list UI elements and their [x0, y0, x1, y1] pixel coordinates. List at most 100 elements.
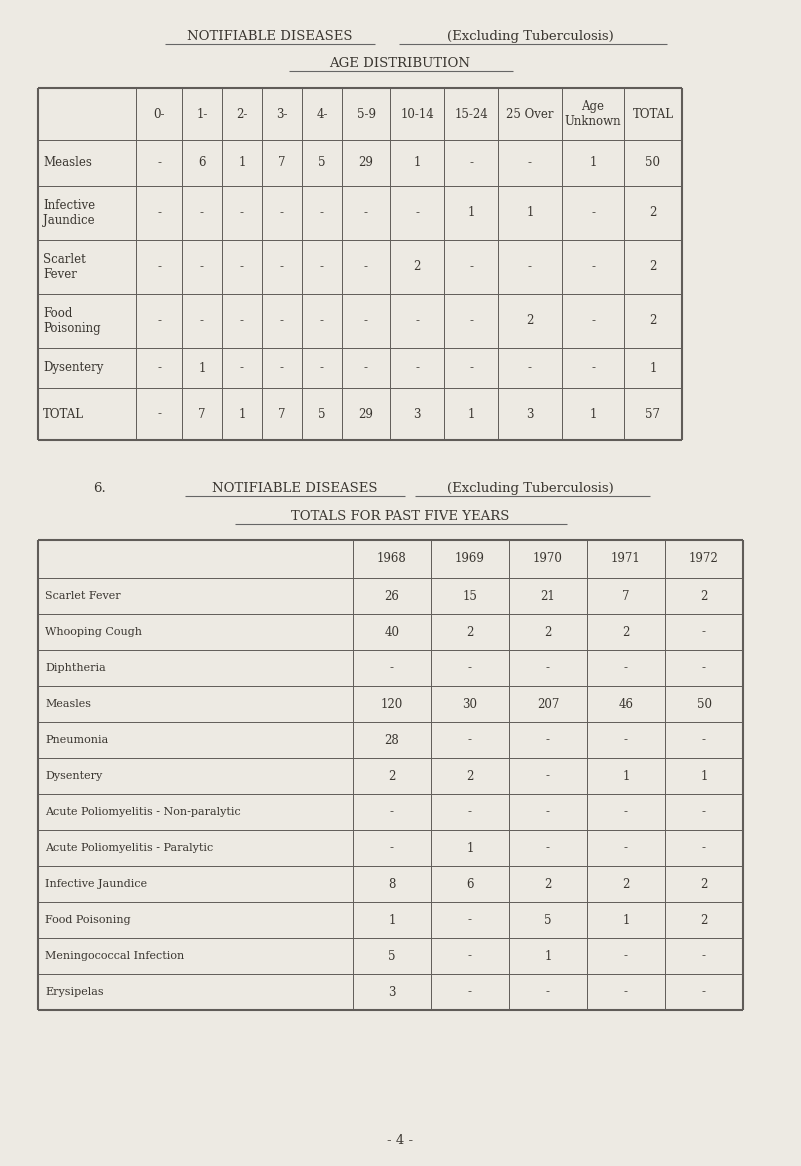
Text: 46: 46 — [618, 697, 634, 710]
Text: Acute Poliomyelitis - Paralytic: Acute Poliomyelitis - Paralytic — [45, 843, 213, 854]
Text: -: - — [624, 985, 628, 998]
Text: -: - — [157, 156, 161, 169]
Text: -: - — [157, 260, 161, 274]
Text: -: - — [591, 260, 595, 274]
Text: 2: 2 — [413, 260, 421, 274]
Text: -: - — [157, 315, 161, 328]
Text: -: - — [546, 842, 550, 855]
Text: -: - — [364, 260, 368, 274]
Text: 1: 1 — [526, 206, 533, 219]
Text: 10-14: 10-14 — [400, 107, 434, 120]
Text: -: - — [702, 733, 706, 746]
Text: 28: 28 — [384, 733, 400, 746]
Text: 2: 2 — [526, 315, 533, 328]
Text: TOTAL: TOTAL — [633, 107, 674, 120]
Text: 1: 1 — [466, 842, 473, 855]
Text: 2-: 2- — [236, 107, 248, 120]
Text: -: - — [702, 842, 706, 855]
Text: -: - — [468, 806, 472, 819]
Text: 2: 2 — [700, 590, 708, 603]
Text: -: - — [624, 733, 628, 746]
Text: 7: 7 — [278, 156, 286, 169]
Text: Meningococcal Infection: Meningococcal Infection — [45, 951, 184, 961]
Text: 2: 2 — [545, 625, 552, 639]
Text: -: - — [320, 206, 324, 219]
Text: - 4 -: - 4 - — [387, 1133, 413, 1146]
Text: 1: 1 — [199, 361, 206, 374]
Text: -: - — [390, 806, 394, 819]
Text: Measles: Measles — [43, 156, 92, 169]
Text: -: - — [280, 206, 284, 219]
Text: 1: 1 — [239, 407, 246, 421]
Text: -: - — [468, 661, 472, 674]
Text: -: - — [320, 361, 324, 374]
Text: 1: 1 — [590, 407, 597, 421]
Text: -: - — [468, 913, 472, 927]
Text: 1: 1 — [467, 206, 475, 219]
Text: -: - — [200, 206, 204, 219]
Text: 1: 1 — [590, 156, 597, 169]
Text: 2: 2 — [700, 878, 708, 891]
Text: 2: 2 — [650, 315, 657, 328]
Text: 2: 2 — [466, 625, 473, 639]
Text: -: - — [200, 260, 204, 274]
Text: -: - — [528, 260, 532, 274]
Text: 207: 207 — [537, 697, 559, 710]
Text: Diphtheria: Diphtheria — [45, 663, 106, 673]
Text: 1-: 1- — [196, 107, 207, 120]
Text: 2: 2 — [388, 770, 396, 782]
Text: -: - — [390, 661, 394, 674]
Text: 3: 3 — [413, 407, 421, 421]
Text: (Excluding Tuberculosis): (Excluding Tuberculosis) — [447, 30, 614, 43]
Text: 26: 26 — [384, 590, 400, 603]
Text: -: - — [468, 985, 472, 998]
Text: 3: 3 — [388, 985, 396, 998]
Text: 1: 1 — [388, 913, 396, 927]
Text: 15: 15 — [462, 590, 477, 603]
Text: 7: 7 — [199, 407, 206, 421]
Text: 6: 6 — [199, 156, 206, 169]
Text: 2: 2 — [650, 260, 657, 274]
Text: 7: 7 — [278, 407, 286, 421]
Text: Pneumonia: Pneumonia — [45, 735, 108, 745]
Text: -: - — [546, 661, 550, 674]
Text: -: - — [546, 985, 550, 998]
Text: 5: 5 — [388, 949, 396, 962]
Text: -: - — [240, 260, 244, 274]
Text: 2: 2 — [700, 913, 708, 927]
Text: TOTAL: TOTAL — [43, 407, 84, 421]
Text: -: - — [157, 206, 161, 219]
Text: -: - — [468, 949, 472, 962]
Text: -: - — [591, 206, 595, 219]
Text: -: - — [415, 361, 419, 374]
Text: TOTALS FOR PAST FIVE YEARS: TOTALS FOR PAST FIVE YEARS — [291, 510, 509, 524]
Text: 50: 50 — [646, 156, 661, 169]
Text: 57: 57 — [646, 407, 661, 421]
Text: 120: 120 — [380, 697, 403, 710]
Text: 29: 29 — [359, 407, 373, 421]
Text: -: - — [702, 625, 706, 639]
Text: 1971: 1971 — [611, 553, 641, 566]
Text: Dysentery: Dysentery — [45, 771, 103, 781]
Text: 5: 5 — [318, 407, 326, 421]
Text: -: - — [528, 361, 532, 374]
Text: -: - — [546, 806, 550, 819]
Text: -: - — [157, 361, 161, 374]
Text: Infective Jaundice: Infective Jaundice — [45, 879, 147, 888]
Text: -: - — [469, 361, 473, 374]
Text: -: - — [591, 315, 595, 328]
Text: Food
Poisoning: Food Poisoning — [43, 307, 101, 335]
Text: 1: 1 — [413, 156, 421, 169]
Text: 7: 7 — [622, 590, 630, 603]
Text: 1972: 1972 — [689, 553, 718, 566]
Text: 5-9: 5-9 — [356, 107, 376, 120]
Text: 1: 1 — [622, 770, 630, 782]
Text: Infective
Jaundice: Infective Jaundice — [43, 199, 95, 227]
Text: -: - — [320, 260, 324, 274]
Text: Food Poisoning: Food Poisoning — [45, 915, 131, 925]
Text: Whooping Cough: Whooping Cough — [45, 627, 142, 637]
Text: 29: 29 — [359, 156, 373, 169]
Text: 50: 50 — [697, 697, 711, 710]
Text: 1969: 1969 — [455, 553, 485, 566]
Text: -: - — [469, 156, 473, 169]
